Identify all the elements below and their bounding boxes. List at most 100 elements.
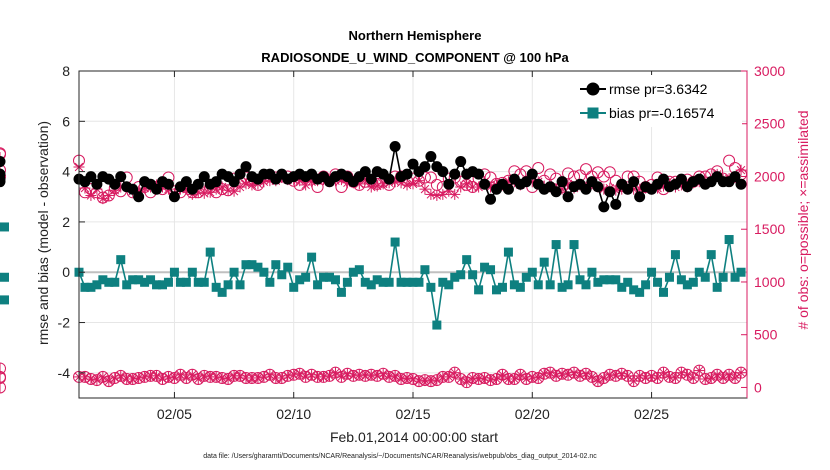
bias-point xyxy=(730,272,740,282)
bias-point xyxy=(211,282,221,292)
rmse-point xyxy=(473,168,485,180)
rmse-point xyxy=(592,181,604,193)
x-tick-label: 02/05 xyxy=(157,406,192,422)
obs-assimilated-point-stroke xyxy=(438,190,448,199)
obs-low-assimilated-point xyxy=(532,372,544,384)
x-tick-label: 02/10 xyxy=(276,406,311,422)
obs-assimilated-point xyxy=(455,181,467,193)
bias-point xyxy=(336,287,346,297)
legend-bias-label: bias pr=-0.16574 xyxy=(609,105,715,121)
bias-point xyxy=(527,267,537,277)
obs-assimilated-point xyxy=(401,179,413,191)
obs-low-assimilated-point-stroke xyxy=(98,372,108,382)
obs-low-assimilated-point xyxy=(324,370,335,382)
obs-assimilated-point-stroke xyxy=(402,180,412,190)
rmse-point xyxy=(151,183,163,195)
obs-assimilated-point xyxy=(97,193,109,205)
obs-low-assimilated-point xyxy=(294,368,306,380)
legend: rmse pr=3.6342 bias pr=-0.16574 xyxy=(570,75,742,127)
obs-possible-point xyxy=(723,154,736,167)
obs-low-assimilated-point xyxy=(711,369,723,381)
bias-point xyxy=(676,275,686,285)
obs-low-assimilated-point xyxy=(723,369,735,381)
rmse-point xyxy=(735,178,747,190)
obs-low-assimilated-point-stroke xyxy=(462,377,471,387)
y-axis-label: rmse and bias (model - observation) xyxy=(35,121,51,345)
obs-low-assimilated-point-stroke xyxy=(516,370,525,380)
y2-tick-label: 0 xyxy=(754,379,762,395)
rmse-point xyxy=(407,158,419,170)
obs-assimilated-point-stroke xyxy=(200,189,209,198)
obs-assimilated-point xyxy=(234,181,246,193)
bias-point xyxy=(259,267,269,277)
rmse-point xyxy=(479,178,491,190)
bias-point xyxy=(688,277,698,287)
obs-assimilated-point xyxy=(222,184,234,196)
rmse-point xyxy=(580,183,592,195)
obs-low-assimilated-point-stroke xyxy=(414,376,424,386)
obs-low-assimilated-point-stroke xyxy=(492,374,501,384)
obs-low-assimilated-point xyxy=(115,370,127,382)
obs-low-assimilated-point-stroke xyxy=(456,374,465,384)
obs-low-assimilated-point xyxy=(705,372,717,384)
obs-low-assimilated-point xyxy=(127,373,139,385)
obs-low-assimilated-point-stroke xyxy=(319,372,328,382)
obs-assimilated-point xyxy=(461,178,473,190)
rmse-point xyxy=(562,191,574,203)
rmse-point xyxy=(550,186,562,198)
y-tick-label: -4 xyxy=(58,365,71,381)
obs-low-assimilated-point xyxy=(192,373,204,385)
obs-low-assimilated-point xyxy=(681,369,693,381)
bias-point xyxy=(104,277,114,287)
bias-point xyxy=(736,267,746,277)
rmse-point xyxy=(365,173,377,185)
bias-point xyxy=(420,265,430,275)
obs-low-assimilated-point xyxy=(455,373,467,385)
bias-point xyxy=(187,267,197,277)
rmse-point xyxy=(210,176,222,188)
obs-possible-point xyxy=(532,162,545,175)
bias-point xyxy=(134,275,144,285)
obs-possible-point xyxy=(424,171,437,184)
obs-low-assimilated-point-stroke xyxy=(623,371,632,381)
obs-low-assimilated-point xyxy=(735,367,747,379)
bias-point xyxy=(432,320,442,330)
rmse-point xyxy=(133,191,145,203)
rmse-point xyxy=(85,171,97,183)
bias-point xyxy=(396,277,406,287)
y-tick-label: 0 xyxy=(62,264,70,280)
obs-low-assimilated-point-stroke xyxy=(134,373,143,383)
bias-point xyxy=(450,272,460,282)
x-tick-label: 02/20 xyxy=(515,406,550,422)
bias-point xyxy=(152,280,162,290)
obs-assimilated-point-stroke xyxy=(98,194,108,203)
obs-low-assimilated-point-stroke xyxy=(140,372,149,382)
bias-point xyxy=(265,277,275,287)
chart-title: Northern Hemisphere xyxy=(349,28,482,43)
bias-point xyxy=(158,280,167,290)
obs-low-assimilated-point xyxy=(580,368,592,380)
obs-low-assimilated-point xyxy=(592,375,604,387)
obs-low-assimilated-point-stroke xyxy=(498,370,507,380)
bias-point xyxy=(605,275,615,285)
obs-low-assimilated-point xyxy=(687,372,699,384)
obs-low-assimilated-point xyxy=(282,370,294,382)
bias-point xyxy=(271,260,281,270)
rmse-point xyxy=(234,168,246,180)
rmse-point xyxy=(628,176,640,188)
obs-low-assimilated-point-stroke xyxy=(474,374,483,384)
obs-assimilated-point xyxy=(437,188,449,200)
obs-possible-point xyxy=(0,164,6,177)
bias-point xyxy=(247,260,257,270)
bias-point xyxy=(426,282,436,292)
bias-point xyxy=(0,295,9,305)
obs-low-assimilated-point xyxy=(103,375,115,387)
bias-point xyxy=(509,280,519,290)
bias-point xyxy=(223,280,233,290)
obs-low-assimilated-point-stroke xyxy=(683,370,692,380)
rmse-point xyxy=(91,178,103,190)
obs-assimilated-point xyxy=(735,164,747,176)
obs-low-assimilated-point-stroke xyxy=(325,371,334,381)
obs-low-assimilated-point-stroke xyxy=(396,374,406,384)
bias-point xyxy=(563,280,573,290)
